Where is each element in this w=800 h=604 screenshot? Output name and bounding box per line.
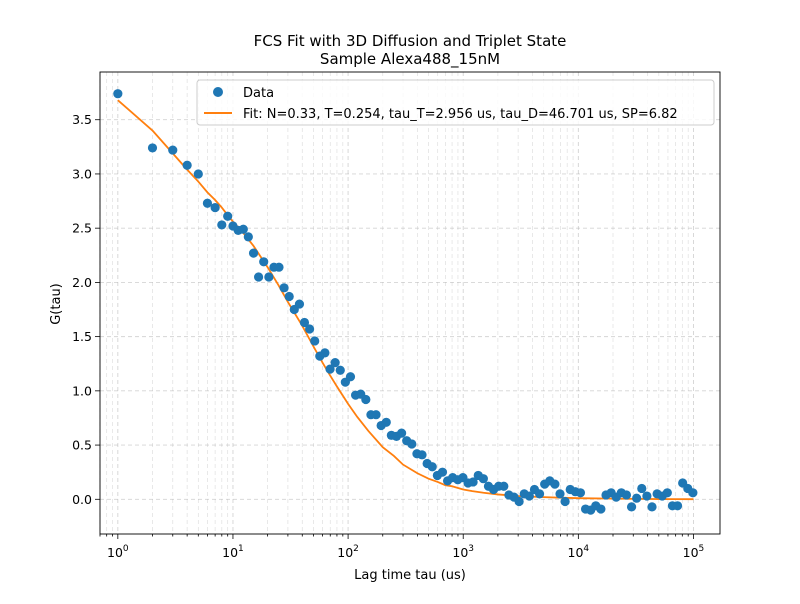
y-tick-label: 0.5 xyxy=(72,438,92,453)
data-point xyxy=(381,417,391,427)
data-point xyxy=(396,428,407,438)
x-tick-label: 102 xyxy=(337,544,359,560)
y-tick-label: 0.0 xyxy=(72,492,92,507)
data-point xyxy=(335,365,345,375)
data-point xyxy=(238,224,248,234)
x-tick-label: 103 xyxy=(452,544,474,560)
data-point xyxy=(294,299,305,309)
data-point xyxy=(202,198,213,208)
grid-layer xyxy=(99,72,720,534)
data-point xyxy=(514,496,524,507)
legend-data-label: Data xyxy=(243,86,274,101)
data-point xyxy=(182,160,192,170)
x-tick-label: 104 xyxy=(568,544,590,560)
axes-frame xyxy=(99,71,721,535)
data-point xyxy=(223,211,233,221)
data-point xyxy=(437,467,448,477)
data-point xyxy=(560,496,570,507)
data-point xyxy=(642,491,652,501)
y-tick-label: 1.0 xyxy=(72,383,92,398)
data-point xyxy=(254,272,264,282)
data-point xyxy=(672,501,683,511)
data-point xyxy=(478,474,488,484)
data-point xyxy=(345,372,356,382)
data-point xyxy=(147,143,158,153)
data-point xyxy=(575,488,586,498)
data-point xyxy=(632,493,642,503)
y-tick-label: 3.5 xyxy=(72,112,92,127)
data-point xyxy=(168,145,178,155)
data-point xyxy=(210,202,220,213)
y-axis-label: G(tau) xyxy=(49,283,64,325)
legend-data-marker xyxy=(213,87,223,97)
data-point xyxy=(626,502,637,512)
data-point xyxy=(299,317,310,328)
data-point xyxy=(534,489,545,499)
x-tick-label: 101 xyxy=(222,544,244,560)
y-tick-label: 1.5 xyxy=(72,329,92,344)
data-point xyxy=(417,450,427,460)
legend-fit-label: Fit: N=0.33, T=0.254, tau_T=2.956 us, ta… xyxy=(243,107,678,122)
data-point xyxy=(193,169,203,179)
data-point xyxy=(284,291,294,302)
data-point xyxy=(524,491,534,501)
y-tick-label: 3.0 xyxy=(72,166,92,181)
data-point xyxy=(330,358,340,368)
data-point xyxy=(361,394,371,405)
data-point xyxy=(499,481,509,491)
data-point xyxy=(259,257,269,267)
x-axis-label: Lag time tau (us) xyxy=(354,568,466,583)
legend-box xyxy=(196,79,715,126)
data-point xyxy=(325,364,335,374)
x-tick-label: 100 xyxy=(107,544,129,560)
data-point xyxy=(243,232,253,242)
data-point xyxy=(310,336,320,346)
data-point xyxy=(647,502,657,512)
y-tick-label: 2.5 xyxy=(72,221,92,236)
data-point xyxy=(248,248,259,258)
legend: Data Fit: N=0.33, T=0.254, tau_T=2.956 u… xyxy=(196,79,715,126)
data-point xyxy=(274,262,284,272)
data-point xyxy=(555,489,565,499)
data-point xyxy=(662,488,672,498)
points-layer xyxy=(113,89,698,515)
data-point xyxy=(407,439,417,449)
data-point xyxy=(264,272,274,282)
data-point xyxy=(550,479,560,489)
data-point xyxy=(371,410,381,420)
data-point xyxy=(468,477,478,487)
data-point xyxy=(596,504,606,514)
data-point xyxy=(637,483,647,494)
x-tick-label: 105 xyxy=(683,544,705,560)
data-point xyxy=(688,488,698,498)
data-point xyxy=(113,89,123,99)
axes-layer: 0.0 0.5 1.0 1.5 2.0 2.5 3.0 3.5 100 101 102 103 104 1… xyxy=(72,71,721,560)
y-tick-label: 2.0 xyxy=(72,275,92,290)
data-point xyxy=(621,490,632,500)
data-point xyxy=(304,324,315,334)
data-point xyxy=(217,220,227,230)
chart-title: FCS Fit with 3D Diffusion and Triplet St… xyxy=(254,32,567,50)
data-point xyxy=(427,462,437,472)
data-point xyxy=(279,283,289,293)
chart-subtitle: Sample Alexa488_15nM xyxy=(320,50,500,69)
data-point xyxy=(320,348,330,358)
